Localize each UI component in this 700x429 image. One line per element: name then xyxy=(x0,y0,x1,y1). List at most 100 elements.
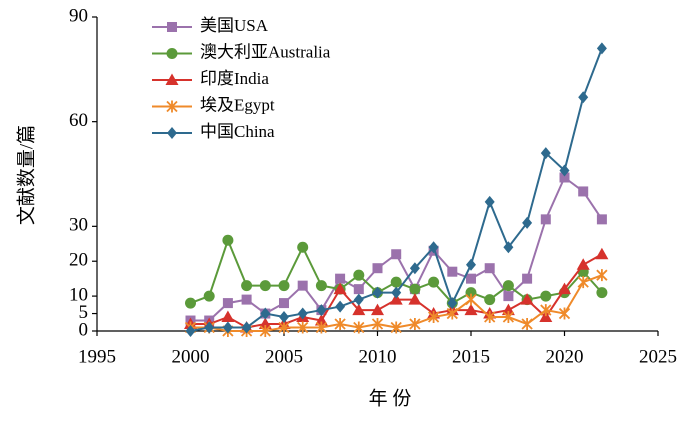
marker xyxy=(446,307,458,320)
marker xyxy=(389,293,403,305)
marker xyxy=(353,284,364,295)
x-tick-label: 2015 xyxy=(452,346,490,367)
y-tick-label: 20 xyxy=(69,250,88,271)
x-tick-label: 2025 xyxy=(639,346,677,367)
legend-label: 中国China xyxy=(200,122,275,141)
marker xyxy=(596,287,608,299)
y-tick-label: 5 xyxy=(79,302,89,323)
marker xyxy=(428,276,440,288)
marker xyxy=(540,290,552,302)
marker xyxy=(559,164,570,177)
marker xyxy=(484,294,496,306)
marker xyxy=(352,303,366,316)
marker xyxy=(501,303,515,316)
marker xyxy=(241,321,252,334)
marker xyxy=(278,280,290,292)
marker xyxy=(409,318,421,331)
marker xyxy=(371,303,384,316)
y-tick-label: 0 xyxy=(79,319,89,340)
marker xyxy=(260,307,271,320)
marker xyxy=(464,303,478,316)
marker xyxy=(540,304,552,317)
marker xyxy=(522,273,533,284)
marker xyxy=(279,298,289,309)
marker xyxy=(559,172,570,183)
legend-label: 美国USA xyxy=(200,16,269,35)
x-axis-label: 年 份 xyxy=(369,387,412,409)
marker xyxy=(314,314,328,326)
marker xyxy=(165,73,179,85)
marker xyxy=(297,307,308,320)
marker xyxy=(447,297,458,310)
marker xyxy=(466,273,476,284)
marker xyxy=(258,317,272,330)
marker xyxy=(241,294,252,305)
marker xyxy=(335,273,346,284)
marker xyxy=(333,282,347,295)
marker xyxy=(578,91,589,104)
marker xyxy=(166,100,178,113)
marker xyxy=(259,280,271,292)
marker xyxy=(372,286,383,299)
legend-label: 埃及Egypt xyxy=(200,95,275,114)
marker xyxy=(204,321,215,334)
marker xyxy=(427,311,440,324)
marker xyxy=(466,258,476,271)
marker xyxy=(596,214,607,225)
marker xyxy=(335,300,346,313)
marker xyxy=(577,276,589,289)
marker xyxy=(259,325,271,337)
marker xyxy=(596,42,607,55)
marker xyxy=(539,310,553,323)
marker xyxy=(428,241,439,254)
y-tick-label: 60 xyxy=(69,110,88,131)
y-tick-label: 30 xyxy=(69,215,88,236)
legend-label: 澳大利亚Australia xyxy=(200,42,331,61)
marker xyxy=(502,311,515,324)
marker xyxy=(391,286,402,299)
x-tick-label: 2005 xyxy=(265,346,303,367)
marker xyxy=(297,321,309,334)
marker xyxy=(278,321,290,334)
marker xyxy=(465,287,477,299)
marker xyxy=(316,304,327,317)
y-tick-label: 90 xyxy=(69,5,88,26)
marker xyxy=(484,311,496,324)
marker xyxy=(540,214,551,225)
marker xyxy=(353,293,364,306)
x-tick-label: 2000 xyxy=(172,346,210,367)
marker xyxy=(222,298,233,309)
marker xyxy=(279,311,289,324)
marker xyxy=(596,269,608,282)
marker xyxy=(520,293,534,305)
marker xyxy=(353,321,365,334)
marker xyxy=(576,258,590,270)
marker xyxy=(353,269,365,281)
marker xyxy=(315,280,327,292)
marker xyxy=(203,290,215,302)
marker xyxy=(166,48,178,59)
marker xyxy=(409,283,421,295)
marker xyxy=(241,280,253,292)
marker xyxy=(167,22,177,32)
marker xyxy=(503,291,514,302)
marker xyxy=(484,195,495,208)
marker xyxy=(465,293,477,306)
marker xyxy=(502,280,514,292)
marker xyxy=(558,282,571,295)
x-tick-label: 2010 xyxy=(359,346,397,367)
marker xyxy=(558,307,571,320)
marker xyxy=(334,318,346,331)
marker xyxy=(521,318,533,331)
marker xyxy=(391,249,402,260)
y-tick-label: 10 xyxy=(69,284,88,305)
marker xyxy=(595,247,609,260)
marker xyxy=(222,234,234,246)
marker xyxy=(222,321,233,334)
marker xyxy=(167,127,177,139)
marker xyxy=(315,321,328,334)
marker xyxy=(447,266,458,277)
marker xyxy=(185,325,196,337)
marker xyxy=(540,147,551,160)
